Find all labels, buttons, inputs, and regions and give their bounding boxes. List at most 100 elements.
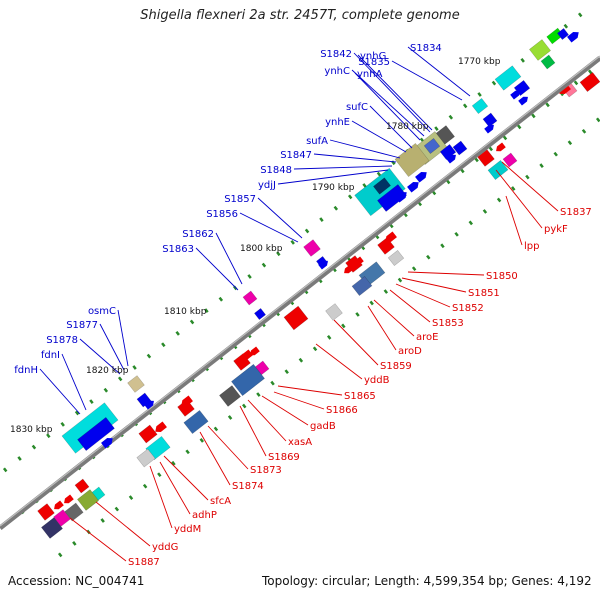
reverse-feature [325, 303, 343, 321]
leader-line [159, 461, 191, 515]
tick-mark [411, 266, 417, 272]
leader-line [313, 153, 397, 163]
tick-mark [256, 392, 261, 397]
reverse-gene-label: yddM [174, 524, 201, 535]
leader-line [505, 195, 523, 246]
leader-line [395, 283, 451, 308]
tick-mark [531, 113, 536, 119]
leader-line [351, 69, 425, 137]
leader-line [199, 431, 231, 486]
leader-line [367, 305, 397, 351]
reverse-gene-label: yddB [364, 375, 390, 386]
reverse-gene-label: S1874 [232, 481, 264, 492]
forward-feature [127, 375, 145, 393]
tick-mark [60, 422, 65, 427]
tick-mark [488, 146, 494, 152]
forward-arrow [318, 260, 328, 270]
tick-mark [128, 495, 134, 500]
tick-mark [290, 240, 295, 245]
tick-mark [553, 151, 558, 157]
tick-mark [426, 254, 431, 260]
forward-arrow [484, 124, 494, 134]
tick-mark [520, 58, 525, 63]
forward-gene-label: S1857 [224, 194, 256, 205]
kbp-tick-labels: 1770 kbp 1780 kbp 1790 kbp 1800 kbp 1810 kbp… [10, 57, 501, 435]
tick-mark [496, 197, 502, 203]
tick-mark [171, 460, 176, 466]
tick-mark [276, 251, 281, 257]
tick-mark [577, 12, 583, 18]
leader-line [501, 161, 559, 212]
reverse-gene-label: S1837 [560, 207, 592, 218]
tick-mark [103, 387, 109, 393]
tick-mark [100, 518, 105, 523]
tick-mark [595, 117, 600, 123]
leader-line [239, 212, 299, 243]
leader-line [195, 247, 239, 291]
leader-line [239, 405, 267, 457]
tick-mark [539, 163, 544, 168]
forward-feature [254, 308, 266, 320]
tick-mark [74, 410, 80, 416]
tick-mark [362, 183, 367, 188]
tick-mark [383, 289, 389, 294]
forward-feature [452, 140, 468, 156]
kbp-label: 1810 kbp [164, 307, 207, 317]
forward-feature [471, 98, 489, 114]
forward-feature [242, 290, 258, 306]
leader-line [99, 323, 125, 371]
leader-line [117, 309, 129, 367]
tick-mark [204, 308, 209, 313]
reverse-arrow [181, 395, 193, 406]
tick-mark [376, 171, 382, 177]
tick-mark [454, 231, 459, 237]
reverse-gene-label: S1866 [326, 405, 358, 416]
leader-line [149, 465, 173, 529]
tick-mark [157, 472, 162, 478]
forward-arrow [518, 96, 528, 106]
reverse-feature [579, 71, 600, 93]
forward-gene-label: ynhC [324, 66, 350, 77]
reverse-features [37, 71, 600, 539]
tick-mark [218, 296, 224, 302]
tick-mark [2, 467, 8, 473]
leader-line [391, 60, 463, 101]
reverse-feature [183, 409, 209, 435]
forward-feature [423, 138, 441, 154]
tick-mark [440, 243, 445, 249]
tick-mark [525, 174, 530, 180]
genome-backbone-highlight [0, 55, 600, 527]
reverse-arrow [155, 421, 167, 432]
forward-feature [557, 28, 569, 40]
reverse-gene-label: S1851 [468, 288, 500, 299]
reverse-gene-label: S1887 [128, 557, 160, 568]
kbp-label: 1770 kbp [458, 57, 501, 67]
reverse-gene-label: pykF [544, 224, 568, 235]
reverse-arrow [354, 256, 364, 266]
tick-mark [573, 80, 579, 86]
forward-gene-label: S1863 [162, 244, 194, 255]
tick-mark [326, 335, 332, 340]
reverse-feature [351, 275, 373, 297]
tick-mark [142, 483, 148, 489]
tick-mark [72, 541, 77, 546]
tick-mark [213, 426, 219, 432]
leader-line [495, 169, 543, 229]
reverse-gene-label: S1853 [432, 318, 464, 329]
reverse-feature [231, 363, 265, 397]
leader-line [61, 353, 87, 411]
leader-line [369, 105, 413, 149]
reverse-feature [74, 478, 90, 494]
forward-gene-label: ynhG [360, 51, 386, 62]
reverse-gene-label: S1865 [344, 391, 376, 402]
reverse-arrow [344, 264, 354, 274]
reverse-feature [53, 509, 71, 527]
forward-gene-label: osmC [88, 306, 116, 317]
tick-mark [17, 456, 22, 461]
tick-mark [132, 365, 137, 370]
reverse-gene-label: adhP [192, 510, 217, 521]
forward-feature [529, 39, 551, 61]
kbp-label: 1780 kbp [386, 122, 429, 132]
reverse-gene-label: yddG [152, 542, 178, 553]
